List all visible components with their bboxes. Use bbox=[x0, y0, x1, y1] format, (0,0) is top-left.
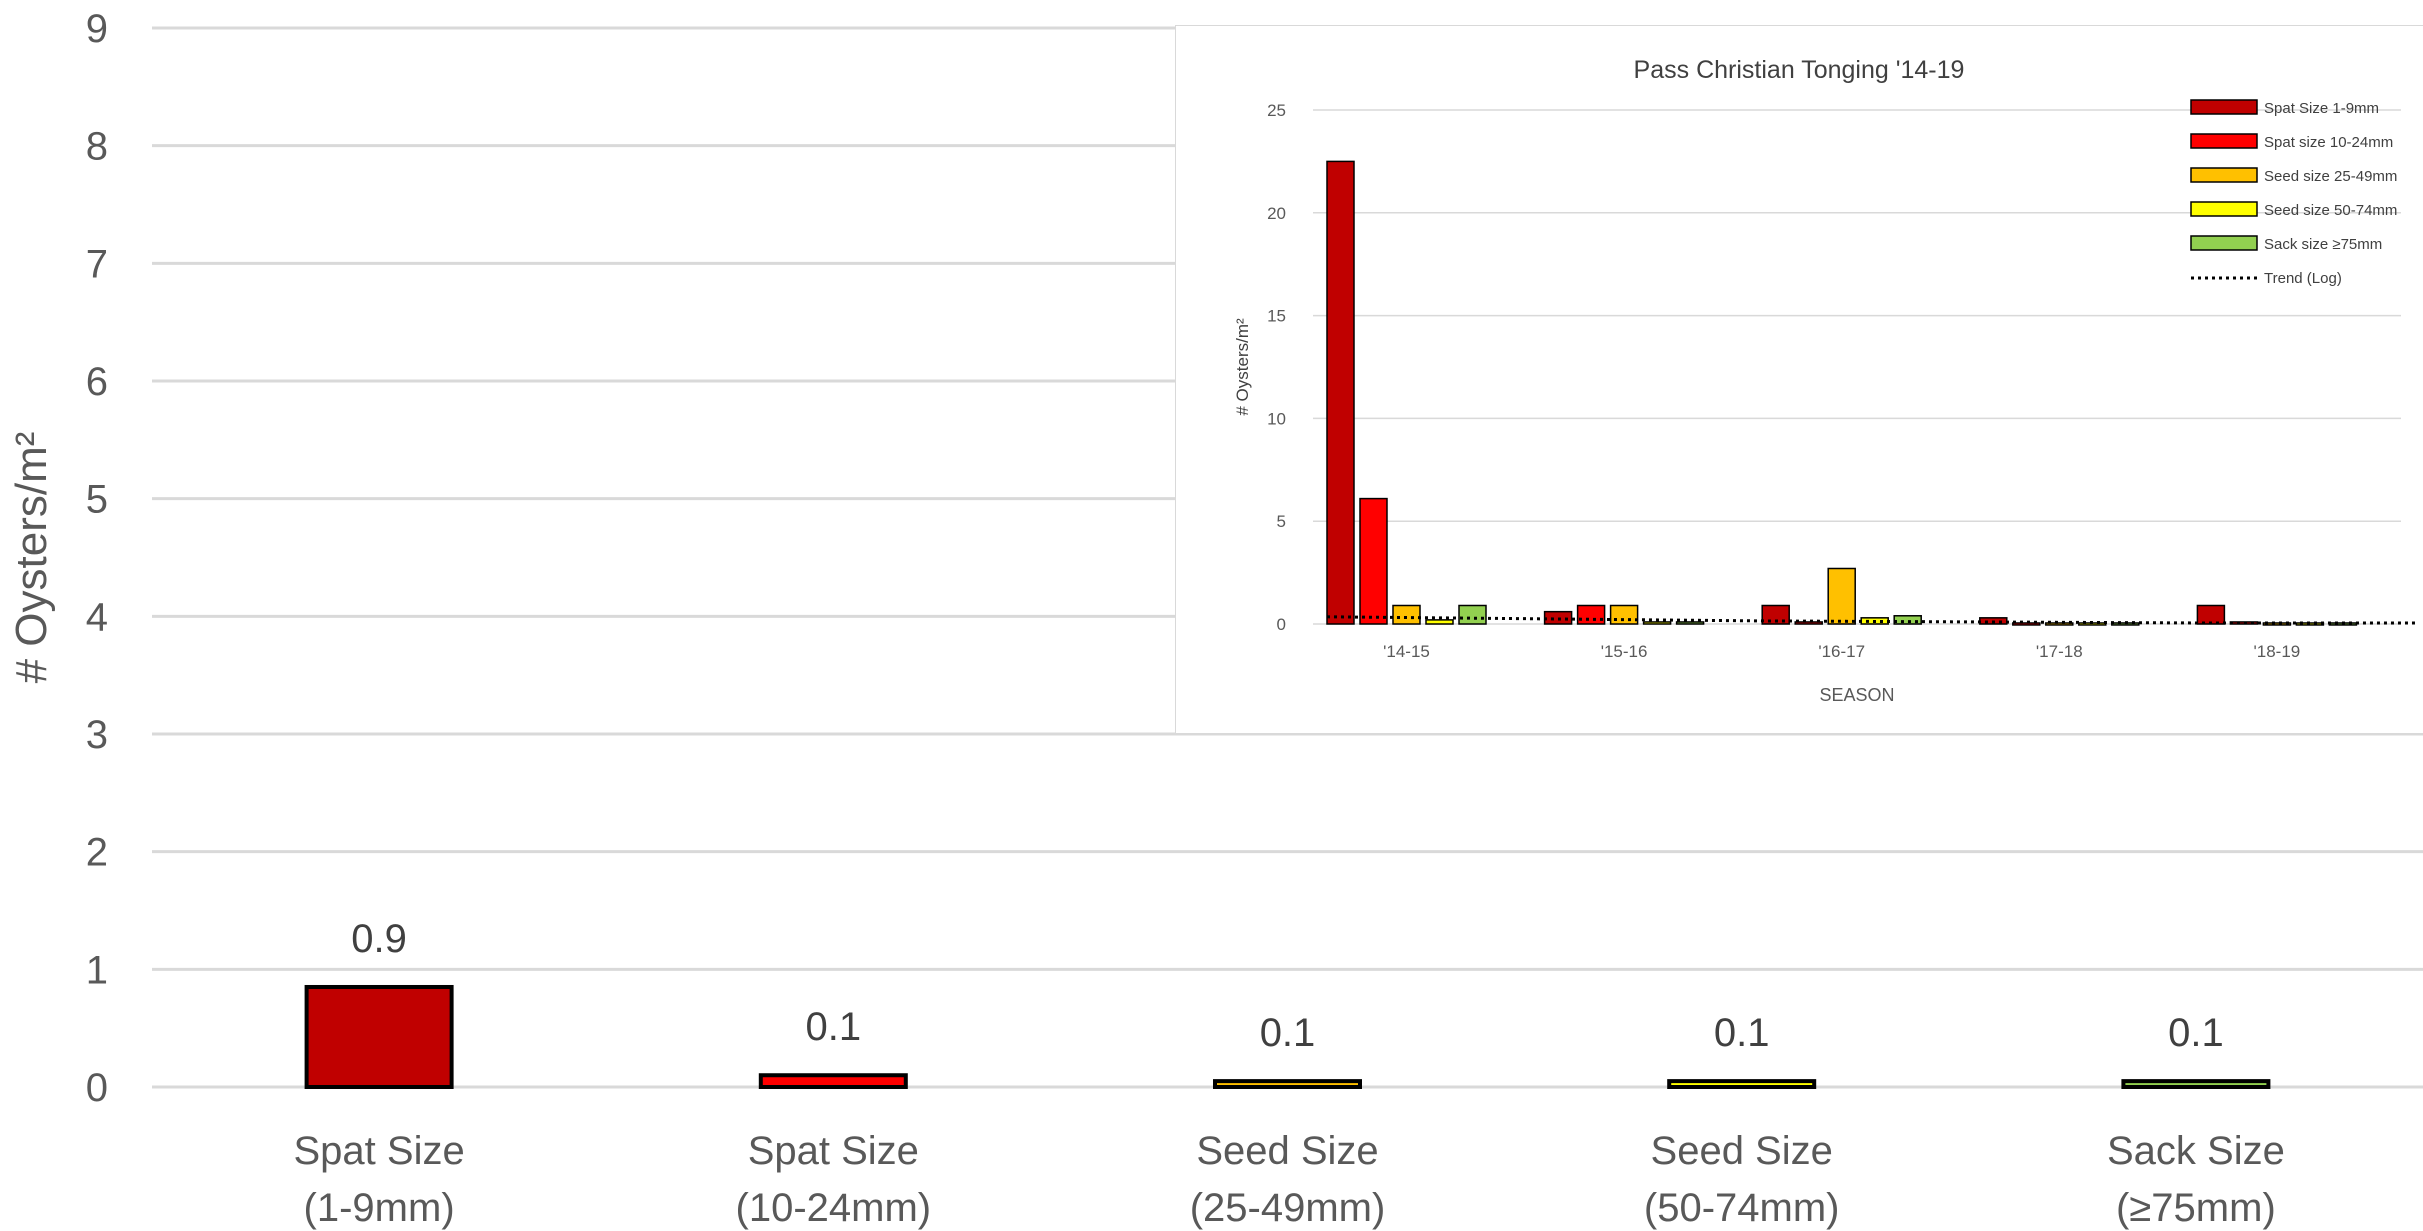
inset-bar bbox=[1893, 615, 1922, 625]
inset-bar bbox=[2012, 622, 2041, 626]
inset-gridlines bbox=[1313, 109, 2401, 625]
inset-legend-swatch bbox=[2190, 133, 2258, 149]
inset-legend-label: Spat size 10-24mm bbox=[2264, 134, 2393, 151]
inset-chart-title: Pass Christian Tonging '14-19 bbox=[1634, 56, 1965, 84]
inset-bar bbox=[2045, 622, 2074, 626]
inset-bar bbox=[1761, 604, 1790, 625]
inset-bar bbox=[1326, 160, 1355, 625]
inset-bar bbox=[1609, 604, 1639, 625]
main-x-tick-label: Seed Size bbox=[1651, 1129, 1833, 1173]
inset-legend-label: Seed size 25-49mm bbox=[2264, 168, 2397, 185]
inset-y-tick-label: 0 bbox=[1277, 615, 1286, 634]
main-bar-data-label: 0.1 bbox=[1260, 1011, 1316, 1055]
inset-bar bbox=[1642, 621, 1672, 625]
main-x-tick-label: Seed Size bbox=[1196, 1129, 1378, 1173]
inset-bar bbox=[1359, 497, 1388, 625]
main-x-tick-label: (50-74mm) bbox=[1644, 1186, 1840, 1230]
main-bar-data-label: 0.9 bbox=[351, 917, 407, 961]
inset-legend-swatch bbox=[2190, 167, 2258, 183]
main-y-tick-label: 5 bbox=[86, 478, 108, 522]
inset-bar bbox=[2262, 622, 2292, 626]
inset-y-tick-label: 20 bbox=[1267, 204, 1286, 223]
main-x-tick-label: (1-9mm) bbox=[304, 1186, 455, 1230]
inset-x-tick-label: '14-15 bbox=[1383, 642, 1430, 661]
main-y-tick-label: 2 bbox=[86, 831, 108, 875]
inset-bar bbox=[1576, 604, 1606, 625]
inset-bar bbox=[1458, 604, 1487, 625]
main-x-tick-label: (≥75mm) bbox=[2116, 1186, 2276, 1230]
main-y-tick-label: 7 bbox=[86, 242, 108, 286]
inset-bar bbox=[1794, 621, 1823, 625]
inset-chart: Pass Christian Tonging '14-19 0 5 10 15 20 25 #… bbox=[1175, 25, 2423, 734]
inset-bar bbox=[1392, 604, 1421, 625]
inset-bar bbox=[2196, 604, 2226, 625]
main-bar-data-label: 0.1 bbox=[2168, 1011, 2224, 1055]
main-y-tick-label: 3 bbox=[86, 713, 108, 757]
main-x-tick-label: (25-49mm) bbox=[1190, 1186, 1386, 1230]
main-bar bbox=[758, 1073, 908, 1089]
main-y-tick-label: 8 bbox=[86, 125, 108, 169]
inset-legend-label: Seed size 50-74mm bbox=[2264, 202, 2397, 219]
main-y-axis-label: # Oysters/m² bbox=[7, 432, 56, 684]
main-bar bbox=[1667, 1079, 1817, 1090]
inset-y-tick-label: 10 bbox=[1267, 409, 1286, 428]
inset-legend-swatch bbox=[2190, 99, 2258, 115]
main-x-tick-label: Sack Size bbox=[2107, 1129, 2285, 1173]
main-y-tick-label: 1 bbox=[86, 948, 108, 992]
main-y-tick-label: 9 bbox=[86, 7, 108, 51]
inset-legend: Spat Size 1-9mm Spat size 10-24mm Seed siz… bbox=[2190, 99, 2397, 287]
inset-bar bbox=[1425, 619, 1454, 625]
inset-y-tick-label: 15 bbox=[1267, 307, 1286, 326]
inset-bar bbox=[1827, 567, 1856, 625]
main-bar bbox=[304, 984, 454, 1090]
inset-legend-swatch bbox=[2190, 201, 2258, 217]
inset-y-tick-label: 5 bbox=[1277, 512, 1286, 531]
inset-x-tick-label: '16-17 bbox=[1818, 642, 1865, 661]
inset-legend-label: Spat Size 1-9mm bbox=[2264, 100, 2379, 117]
inset-legend-label: Trend (Log) bbox=[2264, 270, 2342, 287]
main-x-tick-label: Spat Size bbox=[293, 1129, 464, 1173]
inset-x-axis-label: SEASON bbox=[1819, 685, 1894, 705]
inset-x-tick-label: '17-18 bbox=[2036, 642, 2083, 661]
inset-legend-label: Sack size ≥75mm bbox=[2264, 236, 2382, 253]
main-bar-data-label: 0.1 bbox=[805, 1005, 861, 1049]
main-y-tick-label: 6 bbox=[86, 360, 108, 404]
inset-x-tick-label: '18-19 bbox=[2254, 642, 2301, 661]
main-bar bbox=[1213, 1079, 1362, 1090]
main-bar bbox=[2121, 1079, 2271, 1090]
main-x-tick-label: Spat Size bbox=[748, 1129, 919, 1173]
inset-y-tick-label: 25 bbox=[1267, 101, 1286, 120]
inset-bar bbox=[1675, 621, 1705, 625]
inset-legend-swatch bbox=[2190, 235, 2258, 251]
main-bar-data-label: 0.1 bbox=[1714, 1011, 1770, 1055]
main-x-tick-label: (10-24mm) bbox=[736, 1186, 932, 1230]
main-y-tick-label: 0 bbox=[86, 1066, 108, 1110]
inset-y-axis-label: # Oysters/m² bbox=[1233, 318, 1252, 416]
inset-x-tick-label: '15-16 bbox=[1601, 642, 1648, 661]
main-y-tick-label: 4 bbox=[86, 595, 108, 639]
